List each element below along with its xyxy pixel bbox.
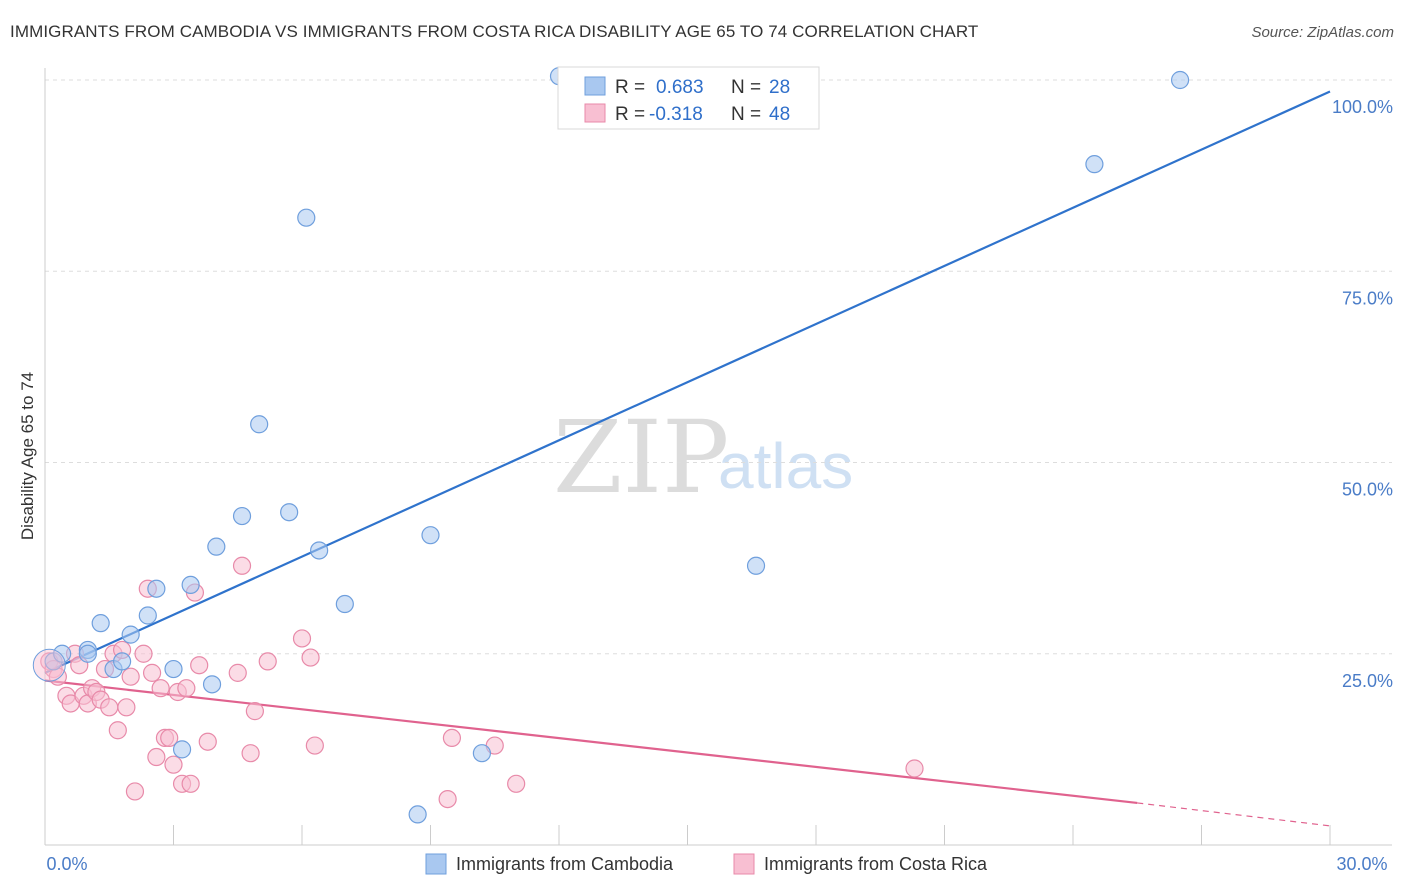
point-cambodia-22 xyxy=(421,526,440,545)
point-costarica-36 xyxy=(232,556,252,575)
point-costarica-33 xyxy=(190,656,209,675)
point-cambodia-17 xyxy=(280,503,299,522)
watermark-atlas: atlas xyxy=(718,430,853,502)
point-costarica-19 xyxy=(125,782,145,801)
point-cambodia-6 xyxy=(112,652,132,671)
bottom-legend-label-cambodia: Immigrants from Cambodia xyxy=(456,854,674,874)
point-costarica-22 xyxy=(142,663,162,682)
point-costarica-46 xyxy=(507,774,526,793)
legend-n-value-2: 48 xyxy=(769,104,790,125)
point-cambodia-15 xyxy=(232,506,252,526)
y-tick-label-0: 25.0% xyxy=(1342,671,1393,691)
point-cambodia-3 xyxy=(78,644,97,663)
legend-r-value-1: 0.683 xyxy=(656,77,704,98)
bottom-legend-swatch-cambodia xyxy=(425,853,447,875)
point-cambodia-10 xyxy=(164,659,183,679)
points-layer xyxy=(32,67,1190,824)
chart-title: IMMIGRANTS FROM CAMBODIA VS IMMIGRANTS F… xyxy=(10,22,979,41)
y-axis-label: Disability Age 65 to 74 xyxy=(18,372,37,540)
point-costarica-38 xyxy=(245,702,264,721)
axis-layer: 25.0% 50.0% 75.0% 100.0% 0.0% 30.0% xyxy=(44,68,1393,874)
point-costarica-26 xyxy=(160,728,179,748)
y-tick-label-1: 50.0% xyxy=(1342,480,1393,500)
legend-r-value-2: -0.318 xyxy=(649,104,703,125)
point-cambodia-14 xyxy=(207,537,226,556)
legend-swatch-cambodia xyxy=(584,76,606,96)
point-costarica-42 xyxy=(305,736,324,755)
point-cambodia-9 xyxy=(147,579,166,598)
point-cambodia-8 xyxy=(138,606,157,625)
point-costarica-17 xyxy=(117,698,136,717)
point-cambodia-13 xyxy=(202,675,222,694)
point-cambodia-12 xyxy=(181,575,200,595)
point-costarica-23 xyxy=(147,747,166,767)
point-cambodia-21 xyxy=(408,805,427,824)
point-costarica-39 xyxy=(258,652,277,671)
point-cambodia-23 xyxy=(472,744,491,763)
y-tick-label-3: 100.0% xyxy=(1332,97,1393,117)
trendline-costarica-extension xyxy=(1137,802,1331,827)
point-cambodia-20 xyxy=(335,594,354,614)
point-costarica-35 xyxy=(228,663,247,682)
point-costarica-43 xyxy=(438,789,457,809)
legend-swatch-costarica xyxy=(584,103,606,123)
point-costarica-24 xyxy=(151,679,170,698)
point-cambodia-1 xyxy=(53,644,72,663)
bottom-legend-label-costarica: Immigrants from Costa Rica xyxy=(764,854,988,874)
point-cambodia-7 xyxy=(121,625,140,644)
point-costarica-30 xyxy=(177,679,196,698)
top-legend: R = 0.683 N = 28 R = -0.318 N = 48 xyxy=(557,66,820,130)
x-tick-label-0: 0.0% xyxy=(46,854,87,874)
point-costarica-27 xyxy=(164,755,183,774)
legend-r-label-1: R = xyxy=(615,77,645,98)
x-tick-label-1: 30.0% xyxy=(1336,854,1387,874)
point-cambodia-27 xyxy=(1170,70,1190,90)
watermark-zip: ZIP xyxy=(553,399,729,516)
point-costarica-34 xyxy=(198,732,217,751)
point-costarica-13 xyxy=(100,698,119,717)
point-cambodia-25 xyxy=(746,556,766,575)
legend-n-label-1: N = xyxy=(731,77,761,98)
point-costarica-40 xyxy=(292,629,312,648)
point-cambodia-16 xyxy=(250,415,269,434)
legend-r-label-2: R = xyxy=(615,104,645,125)
point-cambodia-26 xyxy=(1085,155,1104,174)
point-costarica-20 xyxy=(134,644,153,663)
trendline-cambodia xyxy=(44,90,1331,674)
point-costarica-44 xyxy=(442,728,462,748)
legend-n-value-1: 28 xyxy=(769,77,790,98)
point-costarica-18 xyxy=(121,667,140,686)
bottom-legend: Immigrants from Cambodia Immigrants from… xyxy=(425,853,988,875)
source-label: Source: ZipAtlas.com xyxy=(1251,24,1394,41)
point-costarica-41 xyxy=(301,648,320,667)
point-cambodia-18 xyxy=(297,208,316,227)
point-cambodia-11 xyxy=(172,740,192,759)
trend-layer xyxy=(44,90,1331,827)
trendline-costarica xyxy=(44,679,1138,805)
point-costarica-15 xyxy=(108,721,127,740)
point-costarica-31 xyxy=(181,774,200,793)
point-cluster-origin xyxy=(32,648,66,682)
bottom-legend-swatch-costarica xyxy=(733,853,755,875)
point-cambodia-19 xyxy=(310,541,329,560)
point-costarica-47 xyxy=(905,759,924,778)
point-costarica-37 xyxy=(241,744,260,763)
legend-n-label-2: N = xyxy=(731,104,761,125)
point-cambodia-4 xyxy=(91,614,110,633)
y-tick-label-2: 75.0% xyxy=(1342,288,1393,308)
